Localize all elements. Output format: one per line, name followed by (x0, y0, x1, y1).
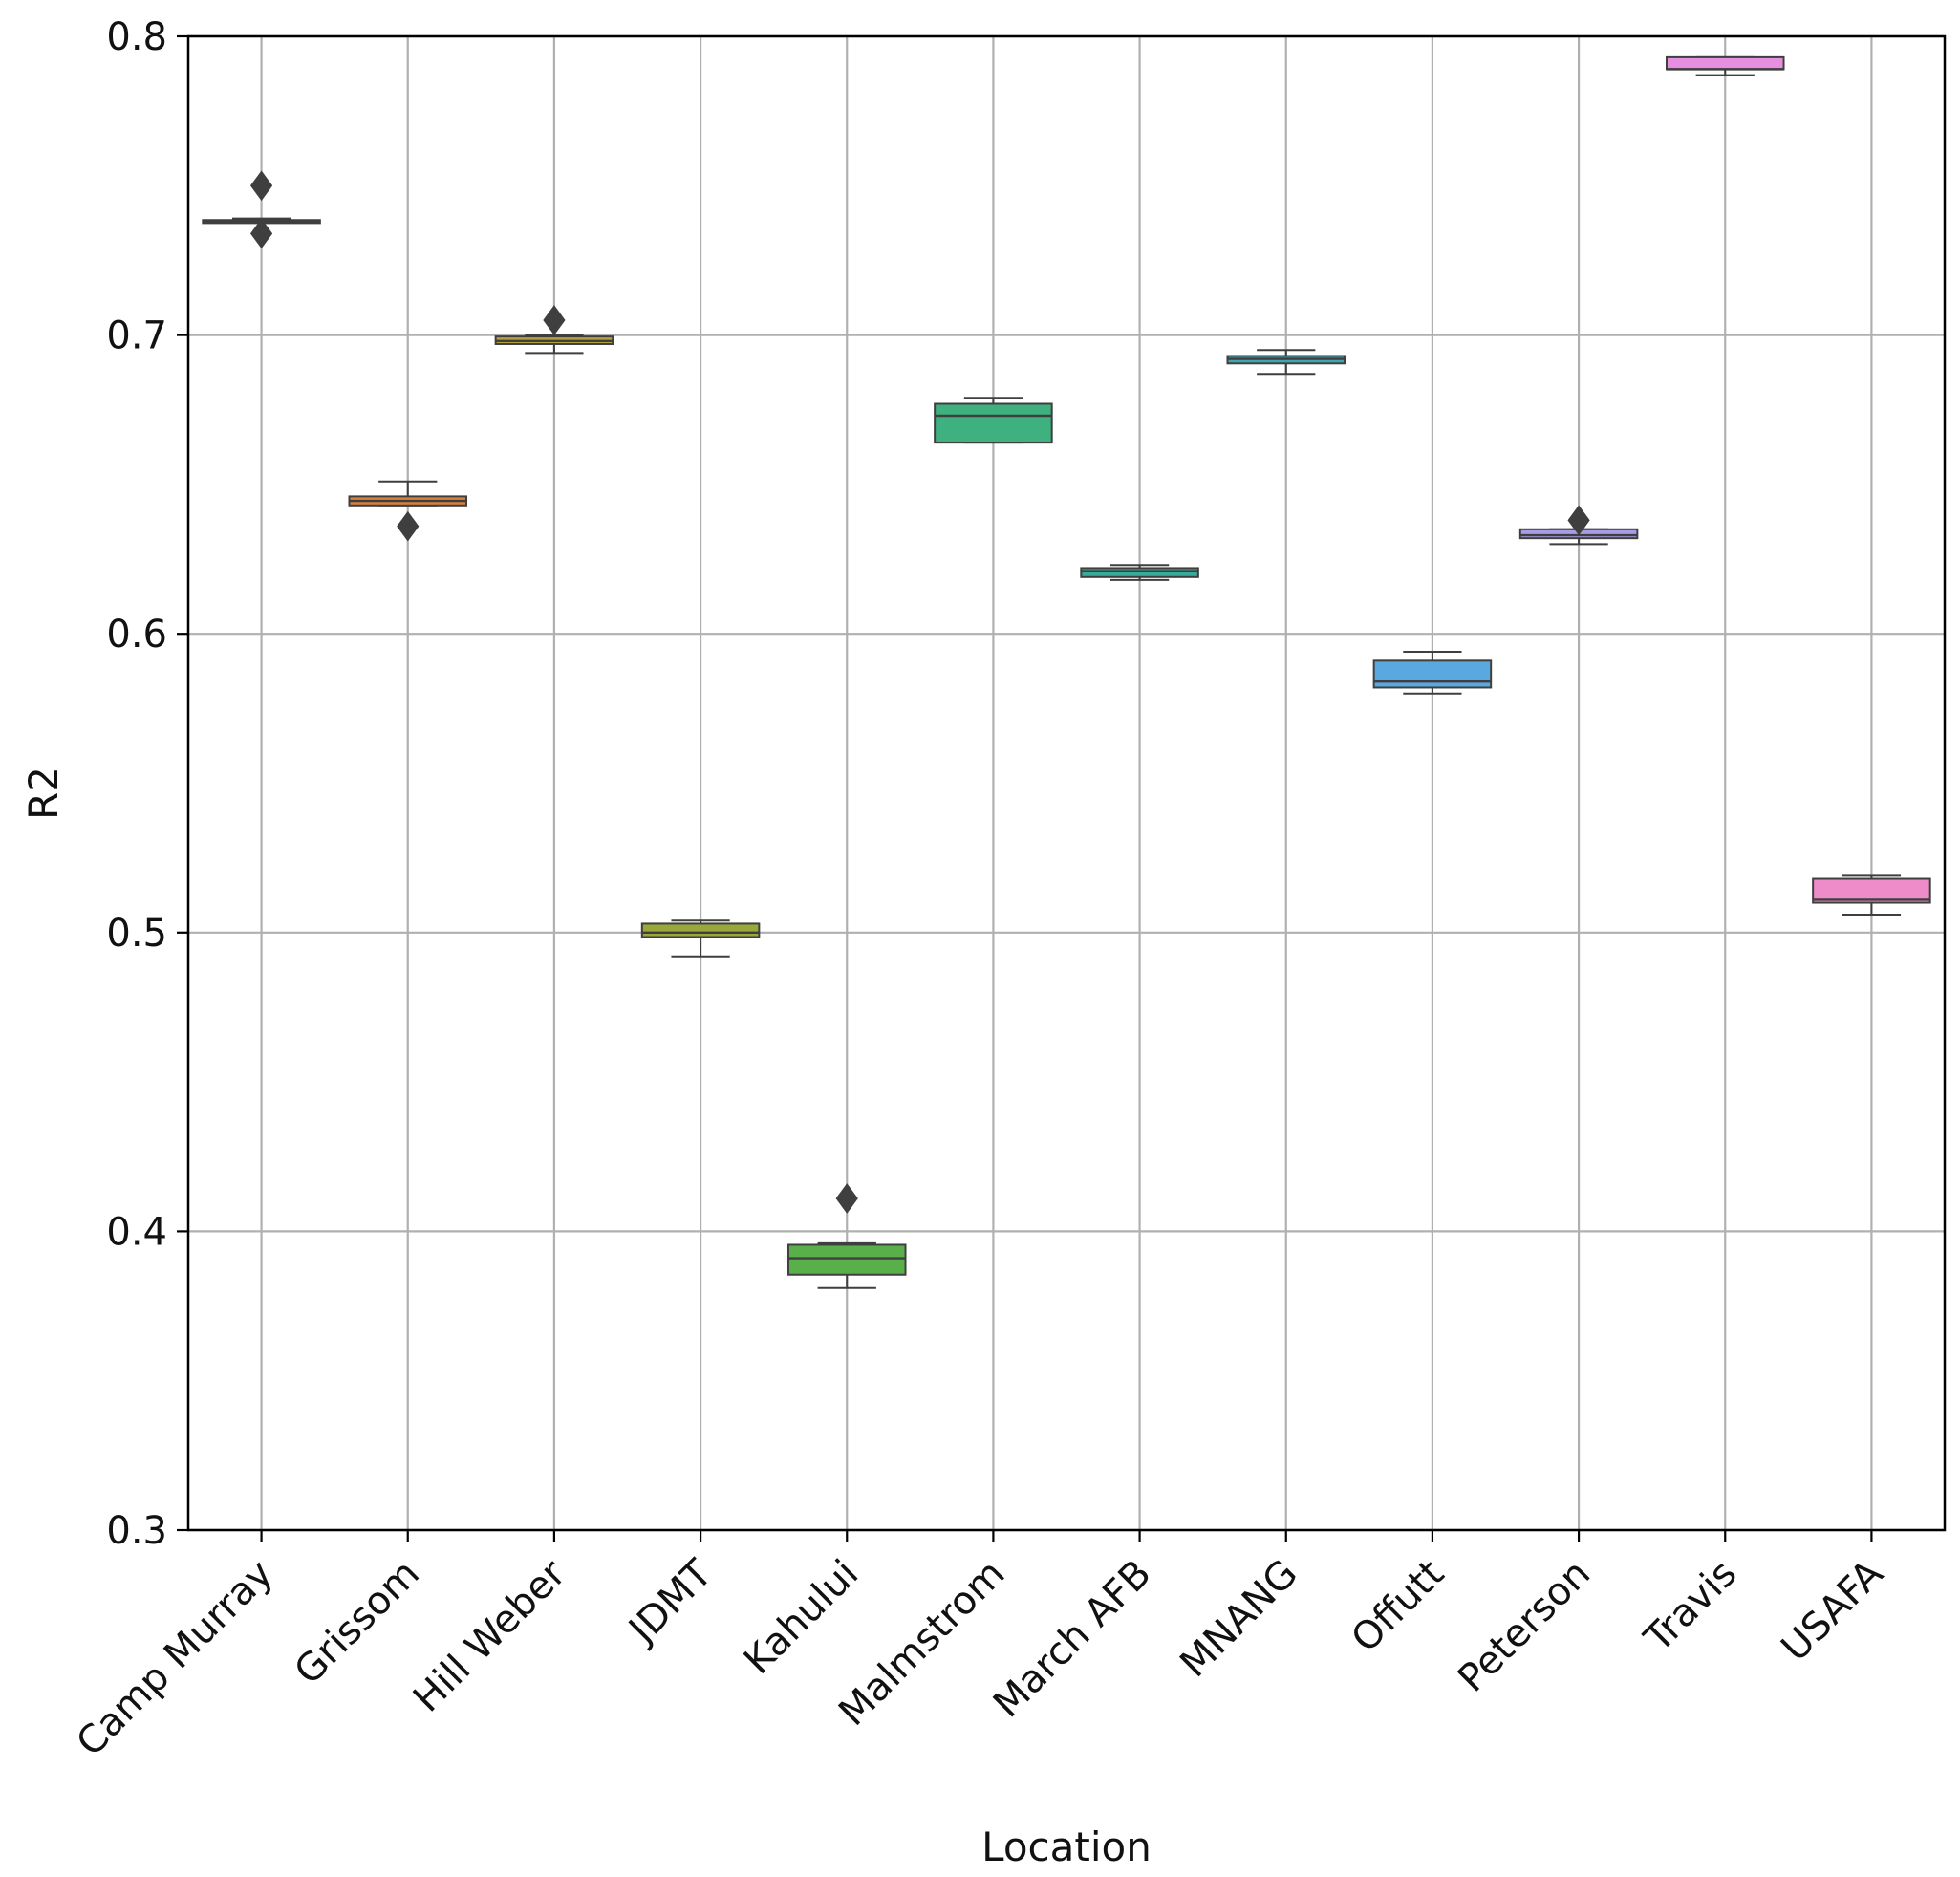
y-tick-label: 0.7 (106, 314, 167, 358)
box-grissom (348, 480, 468, 542)
box-jdmt (640, 919, 761, 958)
box-march-afb (1080, 564, 1199, 581)
box-body (1665, 55, 1785, 71)
box-offutt (1372, 650, 1493, 695)
y-tick-label: 0.5 (106, 912, 167, 956)
boxes-layer (202, 55, 1931, 1289)
box-camp-murray (202, 170, 321, 249)
y-tick-label: 0.8 (106, 15, 167, 59)
box-usafa (1812, 874, 1931, 917)
outlier-point (249, 218, 273, 249)
box-malmstrom (934, 397, 1053, 444)
y-axis-label: R2 (20, 766, 67, 820)
box-hill-weber (494, 305, 614, 355)
plot-frame (186, 34, 1947, 1532)
x-axis-label: Location (981, 1823, 1152, 1870)
y-tick-label: 0.6 (106, 613, 167, 657)
box-travis (1665, 55, 1785, 76)
box-mnang (1226, 349, 1346, 376)
y-tick-label: 0.3 (106, 1509, 167, 1553)
box-body (1372, 659, 1493, 689)
box-body (786, 1243, 907, 1276)
outlier-point (249, 170, 273, 202)
box-body (640, 922, 761, 938)
outlier-point (835, 1183, 858, 1214)
box-body (1080, 567, 1199, 578)
box-peterson (1518, 505, 1639, 546)
y-tick-label: 0.4 (106, 1210, 167, 1254)
box-kahului (786, 1183, 907, 1289)
outlier-point (543, 305, 566, 335)
outlier-point (1567, 505, 1590, 536)
box-body (934, 402, 1053, 444)
outlier-point (397, 510, 420, 542)
